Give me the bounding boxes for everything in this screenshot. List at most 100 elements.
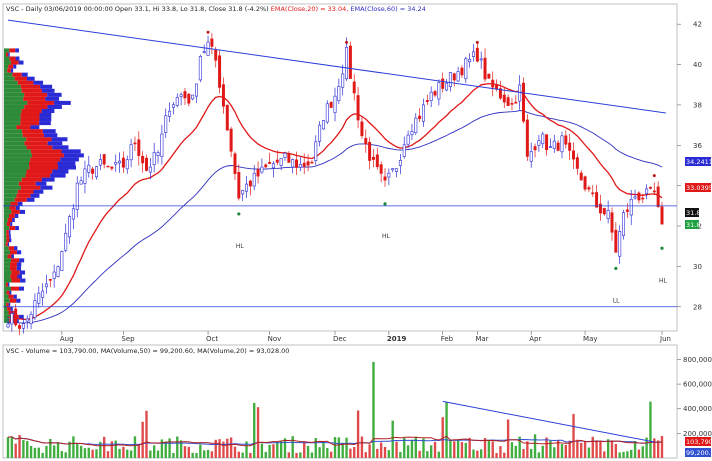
profile-green-bar <box>4 84 21 89</box>
profile-green-bar <box>4 108 22 113</box>
profile-green-bar <box>4 230 7 235</box>
candle-body <box>271 163 275 169</box>
volume-bar <box>506 419 510 458</box>
candle-body <box>502 94 506 103</box>
volume-bar <box>318 447 321 458</box>
volume-bar <box>95 449 98 458</box>
candle-body <box>237 172 241 199</box>
profile-blue-bar <box>17 274 22 279</box>
swing-low-label: HL <box>382 233 391 240</box>
candle-body <box>568 142 572 151</box>
candle-body <box>529 151 533 162</box>
volume-ma-badge: 99,200.6 <box>686 449 712 457</box>
profile-green-bar <box>4 157 31 162</box>
volume-axis: 200,000 400,000 600,000 800,000 <box>677 356 712 438</box>
candle-body <box>398 159 402 166</box>
month-label: Apr <box>529 335 541 343</box>
volume-bar <box>333 437 337 458</box>
profile-green-bar <box>4 60 11 65</box>
volume-bar <box>560 444 564 458</box>
volume-bar <box>641 446 644 458</box>
candle-body <box>318 124 322 142</box>
candle-body <box>387 172 391 178</box>
candle-body <box>114 162 118 165</box>
profile-red-bar <box>31 153 64 158</box>
month-label: Jun <box>659 335 671 343</box>
swing-low-label: LL <box>613 298 620 305</box>
profile-red-bar <box>21 108 42 113</box>
profile-blue-bar <box>39 121 51 126</box>
profile-green-bar <box>4 64 9 69</box>
candle-body <box>175 97 179 106</box>
volume-bar <box>603 451 606 458</box>
candle-body <box>548 146 552 148</box>
volume-bar <box>503 452 506 458</box>
volume-bar <box>480 449 483 458</box>
profile-green-bar <box>4 121 21 126</box>
volume-ma20-path <box>7 435 663 447</box>
ema60-line <box>7 110 663 324</box>
profile-red-bar <box>26 145 53 150</box>
candle-body <box>79 180 83 185</box>
volume-bar <box>106 451 110 458</box>
profile-blue-bar <box>26 197 35 202</box>
candle-body <box>306 161 310 166</box>
candle-body <box>191 94 195 100</box>
profile-green-bar <box>4 137 27 142</box>
profile-green-bar <box>4 153 32 158</box>
candle-body <box>118 160 122 164</box>
volume-bar <box>491 441 494 458</box>
volume-bar <box>368 444 371 458</box>
profile-red-bar <box>11 209 20 214</box>
profile-red-bar <box>9 213 15 218</box>
profile-green-bar <box>4 250 11 255</box>
profile-red-bar <box>18 181 36 186</box>
volume-bar <box>379 442 383 458</box>
swing-high-marker <box>206 30 210 34</box>
candle-body <box>310 161 314 164</box>
candle-body <box>214 49 218 61</box>
profile-blue-bar <box>52 145 69 150</box>
candle-body <box>341 73 345 88</box>
profile-green-bar <box>4 278 12 283</box>
candle-body <box>464 58 468 80</box>
ema60-path <box>7 110 663 324</box>
candle-body <box>348 45 352 79</box>
candle-body <box>260 166 264 173</box>
profile-red-bar <box>21 88 42 93</box>
volume-header: VSC - Volume = 103,790.00, MA(Volume,50)… <box>6 347 289 355</box>
profile-green-bar <box>4 298 10 303</box>
profile-green-bar <box>4 286 11 291</box>
profile-green-bar <box>4 217 8 222</box>
profile-green-bar <box>4 88 22 93</box>
volume-bar <box>422 438 425 458</box>
volume-tick-label: 200,000 <box>683 430 712 438</box>
candle-body <box>356 95 360 121</box>
candle-body <box>395 168 399 172</box>
profile-red-bar <box>9 266 17 271</box>
volume-bar <box>622 451 625 458</box>
month-label: Dec <box>333 335 347 343</box>
volume-bar <box>37 447 40 458</box>
profile-blue-bar <box>52 169 69 174</box>
profile-green-bar <box>4 76 15 81</box>
profile-blue-bar <box>40 84 53 89</box>
volume-bar <box>414 436 417 458</box>
volume-bar <box>587 447 591 458</box>
month-label: Aug <box>60 335 74 343</box>
volume-bar <box>329 451 333 458</box>
profile-red-bar <box>24 104 48 109</box>
volume-bar <box>72 436 75 458</box>
profile-blue-bar <box>61 149 81 154</box>
profile-red-bar <box>14 76 27 81</box>
candle-body <box>487 73 491 79</box>
volume-bar <box>322 442 325 458</box>
volume-bar <box>580 442 583 458</box>
candle-body <box>64 232 68 251</box>
candle-body <box>41 290 45 298</box>
profile-blue-bar <box>10 68 14 73</box>
volume-bar <box>468 437 471 458</box>
volume-bar <box>614 443 618 458</box>
profile-red-bar <box>10 250 17 255</box>
profile-green-bar <box>4 80 18 85</box>
